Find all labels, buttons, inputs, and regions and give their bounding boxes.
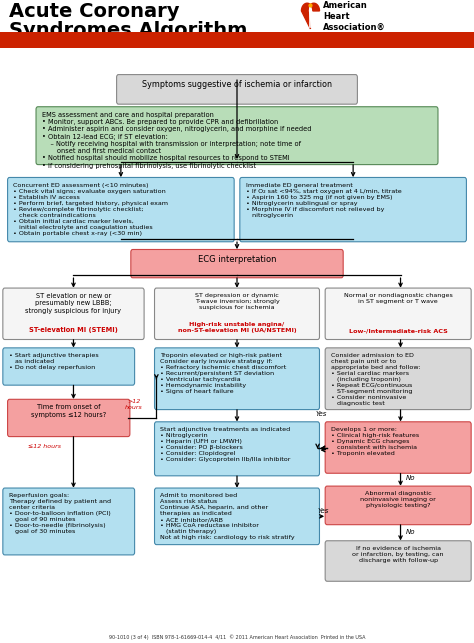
Text: 90-1010 (3 of 4)  ISBN 978-1-61669-014-4  4/11  © 2011 American Heart Associatio: 90-1010 (3 of 4) ISBN 978-1-61669-014-4 …	[109, 634, 365, 640]
Text: Time from onset of
symptoms ≤12 hours?: Time from onset of symptoms ≤12 hours?	[31, 404, 106, 418]
Text: ECG interpretation: ECG interpretation	[198, 255, 276, 264]
Text: • Start adjunctive therapies
   as indicated
• Do not delay reperfusion: • Start adjunctive therapies as indicate…	[9, 353, 98, 370]
FancyBboxPatch shape	[325, 541, 471, 581]
FancyBboxPatch shape	[325, 288, 471, 340]
Text: Troponin elevated or high-risk patient
Consider early invasive strategy if:
• Re: Troponin elevated or high-risk patient C…	[160, 353, 286, 394]
Text: If no evidence of ischemia
or infarction, by testing, can
discharge with follow-: If no evidence of ischemia or infarction…	[352, 546, 444, 563]
Text: >12
hours: >12 hours	[125, 399, 143, 410]
Text: No: No	[406, 529, 415, 536]
FancyBboxPatch shape	[3, 488, 135, 555]
Text: Reperfusion goals:
Therapy defined by patient and
center criteria
• Door-to-ball: Reperfusion goals: Therapy defined by pa…	[9, 493, 110, 534]
Text: American
Heart
Association®: American Heart Association®	[323, 1, 386, 32]
Text: ≤12 hours: ≤12 hours	[28, 444, 62, 449]
Text: EMS assessment and care and hospital preparation
• Monitor, support ABCs. Be pre: EMS assessment and care and hospital pre…	[42, 112, 311, 168]
Text: Yes: Yes	[316, 411, 327, 417]
FancyBboxPatch shape	[155, 348, 319, 410]
Text: Normal or nondiagnostic changes
in ST segment or T wave: Normal or nondiagnostic changes in ST se…	[344, 293, 453, 304]
FancyBboxPatch shape	[325, 486, 471, 525]
FancyBboxPatch shape	[240, 177, 466, 242]
Text: Adult Advanced Cardiovascular Life Support: Adult Advanced Cardiovascular Life Suppo…	[9, 35, 225, 44]
Text: No: No	[406, 475, 415, 482]
Text: Acute Coronary: Acute Coronary	[9, 2, 180, 21]
Text: Concurrent ED assessment (<10 minutes)
• Check vital signs; evaluate oxygen satu: Concurrent ED assessment (<10 minutes) •…	[13, 183, 168, 235]
FancyBboxPatch shape	[8, 399, 130, 437]
Text: ST-elevation MI (STEMI): ST-elevation MI (STEMI)	[29, 327, 118, 333]
Text: High-risk unstable angina/
non-ST-elevation MI (UA/NSTEMI): High-risk unstable angina/ non-ST-elevat…	[178, 322, 296, 333]
FancyBboxPatch shape	[325, 348, 471, 410]
FancyBboxPatch shape	[0, 32, 474, 48]
Text: Immediate ED general treatment
• If O₂ sat <94%, start oxygen at 4 L/min, titrat: Immediate ED general treatment • If O₂ s…	[246, 183, 401, 217]
Text: Yes: Yes	[318, 509, 329, 514]
Text: Syndromes Algorithm: Syndromes Algorithm	[9, 21, 248, 40]
FancyBboxPatch shape	[325, 422, 471, 473]
FancyBboxPatch shape	[155, 288, 319, 340]
FancyBboxPatch shape	[3, 348, 135, 385]
FancyBboxPatch shape	[3, 288, 144, 340]
Text: Start adjunctive treatments as indicated
• Nitroglycerin
• Heparin (UFH or LMWH): Start adjunctive treatments as indicated…	[160, 427, 291, 462]
Text: ST depression or dynamic
T-wave inversion; strongly
suspicious for ischemia: ST depression or dynamic T-wave inversio…	[195, 293, 279, 310]
Text: Low-/Intermediate-risk ACS: Low-/Intermediate-risk ACS	[349, 328, 447, 333]
Polygon shape	[301, 3, 319, 29]
Text: Consider admission to ED
chest pain unit or to
appropriate bed and follow:
• Ser: Consider admission to ED chest pain unit…	[331, 353, 420, 406]
Text: Develops 1 or more:
• Clinical high-risk features
• Dynamic ECG changes
   consi: Develops 1 or more: • Clinical high-risk…	[331, 427, 419, 456]
FancyBboxPatch shape	[155, 488, 319, 545]
Text: Abnormal diagnostic
noninvasive imaging or
physiologic testing?: Abnormal diagnostic noninvasive imaging …	[360, 491, 436, 508]
Text: Admit to monitored bed
Assess risk status
Continue ASA, heparin, and other
thera: Admit to monitored bed Assess risk statu…	[160, 493, 295, 540]
Text: ST elevation or new or
presumably new LBBB;
strongly suspicious for injury: ST elevation or new or presumably new LB…	[26, 293, 121, 314]
FancyBboxPatch shape	[117, 75, 357, 104]
FancyBboxPatch shape	[155, 422, 319, 476]
FancyBboxPatch shape	[8, 177, 234, 242]
FancyBboxPatch shape	[131, 249, 343, 278]
Text: Symptoms suggestive of ischemia or infarction: Symptoms suggestive of ischemia or infar…	[142, 80, 332, 89]
FancyBboxPatch shape	[36, 107, 438, 165]
